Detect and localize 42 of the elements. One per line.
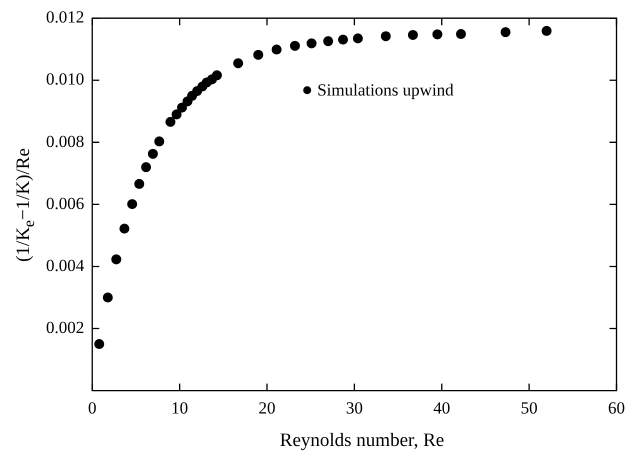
point <box>94 339 104 350</box>
point <box>352 33 363 44</box>
point <box>111 254 122 264</box>
y-tick-label: 0.004 <box>46 256 85 275</box>
x-tick-label: 0 <box>88 398 96 418</box>
point <box>272 44 282 55</box>
x-axis-title: Reynolds number, Re <box>278 430 446 452</box>
point <box>165 116 176 127</box>
point <box>253 50 264 60</box>
point <box>127 199 138 210</box>
point <box>141 162 152 172</box>
y-tick-label: 0.002 <box>46 318 84 337</box>
y-tick-label: 0.008 <box>46 132 84 151</box>
x-tick-label: 30 <box>346 398 363 418</box>
x-tick-label: 10 <box>171 398 188 418</box>
x-tick-label: 60 <box>608 398 625 418</box>
x-tick-label: 50 <box>520 398 538 418</box>
point <box>408 30 418 40</box>
point <box>212 70 222 80</box>
point <box>380 31 391 42</box>
point <box>306 38 317 48</box>
point <box>456 29 466 40</box>
y-tick-label: 0.012 <box>46 8 84 27</box>
y-tick-label: 0.006 <box>46 194 84 213</box>
y-tick-label: 0.010 <box>46 70 84 89</box>
point <box>154 136 164 146</box>
point <box>500 27 511 38</box>
legend-label: Simulations upwind <box>317 80 454 100</box>
point <box>542 26 552 36</box>
point <box>233 58 244 68</box>
point <box>119 224 130 234</box>
x-tick-label: 20 <box>258 398 276 418</box>
x-tick-label: 40 <box>433 398 450 418</box>
point <box>176 102 187 113</box>
point <box>102 292 113 302</box>
point <box>290 40 300 51</box>
point <box>134 178 144 189</box>
point <box>323 36 334 46</box>
point <box>338 34 348 45</box>
point <box>172 109 182 120</box>
point <box>148 148 158 159</box>
point <box>432 29 442 40</box>
